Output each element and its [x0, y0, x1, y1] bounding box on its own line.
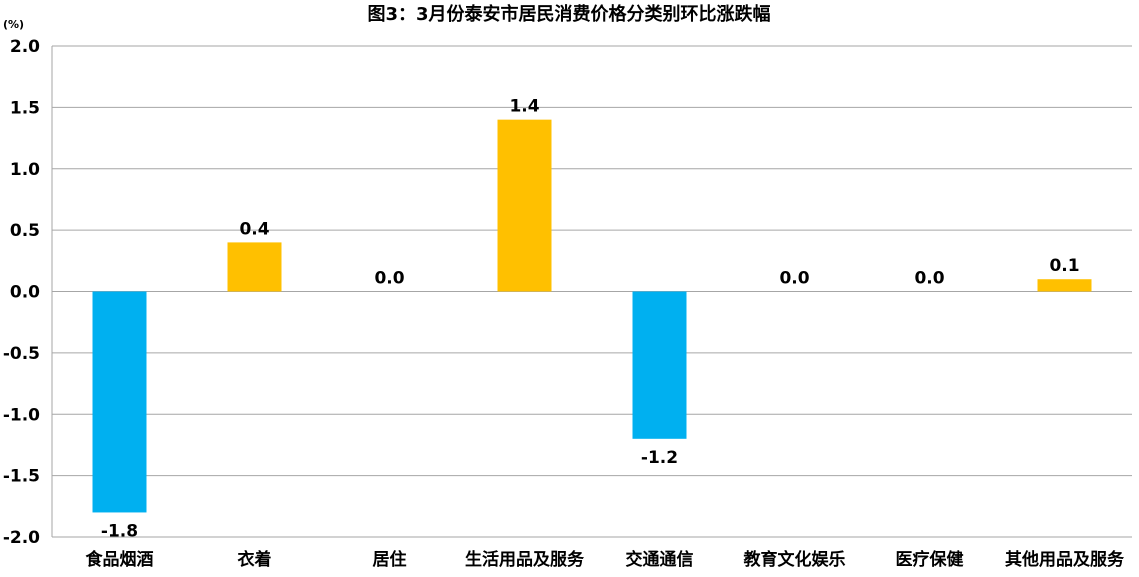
x-axis-ticks: 食品烟酒 衣着 居住 生活用品及服务 交通通信 教育文化娱乐 医疗保健 其他用品及服务 — [86, 549, 1125, 570]
x-tick-label: 其他用品及服务 — [1005, 549, 1125, 570]
gridlines — [51, 45, 1132, 538]
x-tick-label: 居住 — [373, 549, 407, 570]
data-label: 0.0 — [779, 269, 809, 289]
bar — [227, 242, 282, 292]
data-labels: -1.8 0.4 0.0 1.4 -1.2 0.0 0.0 0.1 — [101, 97, 1080, 542]
y-unit-label: (%) — [3, 18, 24, 31]
y-tick-label: 0.0 — [10, 283, 40, 303]
bar — [632, 291, 687, 439]
x-tick-label: 医疗保健 — [896, 549, 964, 570]
y-tick-label: -1.0 — [3, 405, 40, 425]
data-label: -1.8 — [101, 521, 138, 541]
y-tick-label: -0.5 — [3, 344, 40, 364]
data-label: 0.0 — [914, 269, 944, 289]
y-tick-label: -1.5 — [3, 467, 40, 487]
bar — [1037, 279, 1092, 292]
y-tick-label: 1.5 — [10, 98, 40, 118]
data-label: 0.4 — [239, 219, 269, 239]
y-tick-label: -2.0 — [3, 528, 40, 548]
x-tick-label: 食品烟酒 — [86, 549, 154, 570]
bars — [92, 119, 1092, 513]
y-tick-label: 0.5 — [10, 221, 40, 241]
bar — [92, 291, 147, 513]
x-tick-label: 生活用品及服务 — [465, 549, 585, 570]
chart-title: 图3：3月份泰安市居民消费价格分类别环比涨跌幅 — [367, 3, 770, 25]
y-tick-label: 2.0 — [10, 37, 40, 57]
y-tick-label: 1.0 — [10, 160, 40, 180]
bar — [497, 119, 552, 292]
data-label: -1.2 — [641, 448, 678, 468]
data-label: 0.1 — [1049, 256, 1079, 276]
y-axis-ticks: 2.0 1.5 1.0 0.5 0.0 -0.5 -1.0 -1.5 -2.0 — [3, 37, 40, 548]
x-tick-label: 教育文化娱乐 — [743, 549, 846, 570]
x-tick-label: 衣着 — [238, 549, 272, 570]
x-tick-label: 交通通信 — [626, 549, 694, 570]
data-label: 1.4 — [509, 97, 539, 117]
data-label: 0.0 — [374, 269, 404, 289]
